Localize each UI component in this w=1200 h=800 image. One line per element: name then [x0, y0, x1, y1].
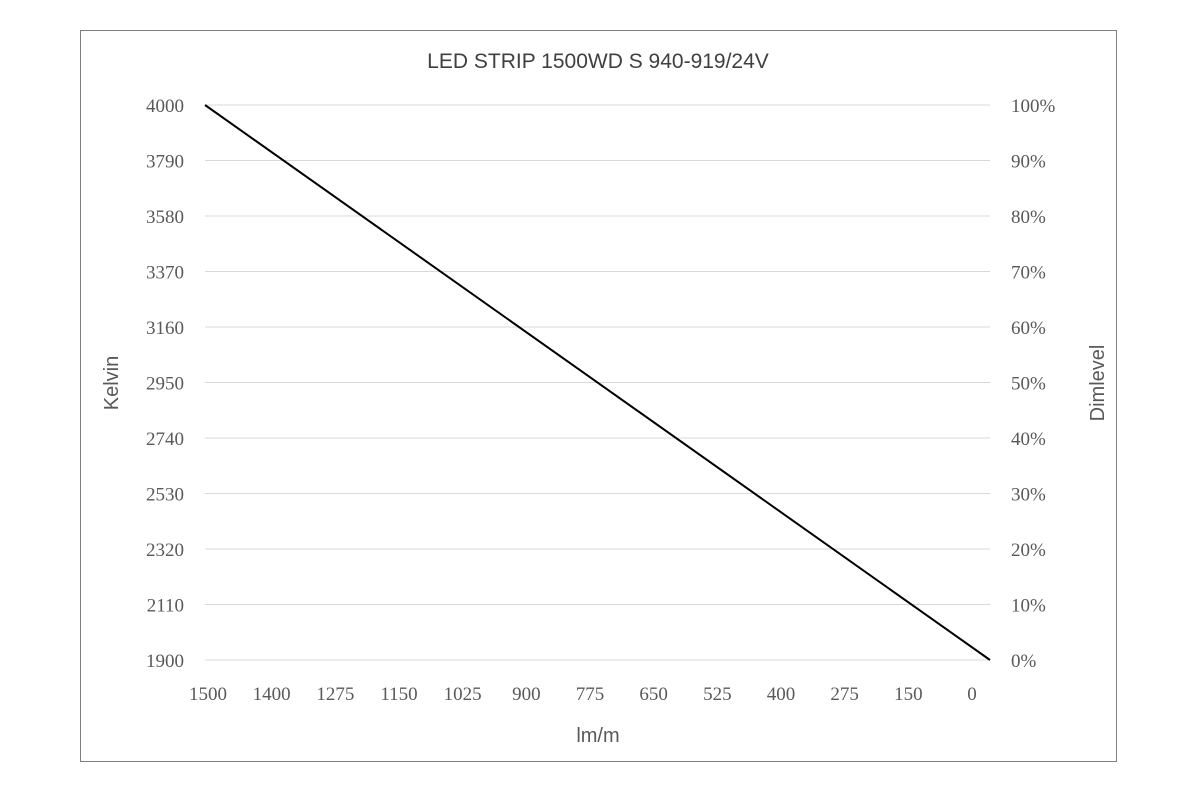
y2-tick-label: 100% [1011, 96, 1056, 117]
y2-tick-label: 40% [1011, 429, 1046, 450]
y-tick-label: 3580 [146, 207, 184, 228]
y2-axis-title: Dimlevel [1087, 345, 1109, 422]
y-tick-label: 3370 [146, 263, 184, 284]
x-axis-title: lm/m [576, 725, 619, 747]
y-tick-label: 3160 [146, 318, 184, 339]
y2-tick-label: 90% [1011, 152, 1046, 173]
y2-tick-label: 50% [1011, 374, 1046, 395]
y-tick-label: 2740 [146, 429, 184, 450]
y2-tick-label: 80% [1011, 207, 1046, 228]
y2-tick-label: 30% [1011, 485, 1046, 506]
y-tick-label: 2950 [146, 374, 184, 395]
series-line [204, 104, 991, 661]
x-tick-label: 900 [512, 684, 541, 705]
x-tick-label: 1500 [189, 684, 227, 705]
x-tick-label: 1275 [316, 684, 354, 705]
y2-tick-label: 60% [1011, 318, 1046, 339]
x-tick-label: 150 [894, 684, 923, 705]
x-tick-label: 275 [830, 684, 859, 705]
x-tick-label: 1400 [253, 684, 291, 705]
x-axis-ticks: 1500 1400 1275 1150 1025 900 775 650 525 400 275 15… [189, 684, 977, 705]
y-axis-ticks: 4000 3790 3580 3370 3160 2950 2740 2530 2320 2110… [146, 96, 184, 672]
x-tick-label: 400 [767, 684, 796, 705]
grid-lines [205, 104, 990, 661]
series-group [204, 104, 991, 661]
x-tick-label: 1025 [444, 684, 482, 705]
x-tick-label: 0 [967, 684, 977, 705]
y2-tick-label: 0% [1011, 651, 1037, 672]
y-tick-label: 2530 [146, 485, 184, 506]
y2-axis-ticks: 100% 90% 80% 70% 60% 50% 40% 30% 20% 10% 0% [1011, 96, 1056, 672]
y-tick-label: 2320 [146, 540, 184, 561]
y-axis-title: Kelvin [101, 356, 123, 410]
y-tick-label: 1900 [146, 651, 184, 672]
y2-tick-label: 10% [1011, 596, 1046, 617]
y-tick-label: 4000 [146, 96, 184, 117]
chart-frame [80, 30, 1117, 762]
y-tick-label: 3790 [146, 152, 184, 173]
y2-tick-label: 70% [1011, 263, 1046, 284]
y2-tick-label: 20% [1011, 540, 1046, 561]
chart-title: LED STRIP 1500WD S 940-919/24V [427, 50, 769, 73]
y-tick-label: 2110 [147, 596, 184, 617]
x-tick-label: 775 [576, 684, 605, 705]
x-tick-label: 1150 [380, 684, 417, 705]
x-tick-label: 650 [639, 684, 668, 705]
x-tick-label: 525 [703, 684, 732, 705]
